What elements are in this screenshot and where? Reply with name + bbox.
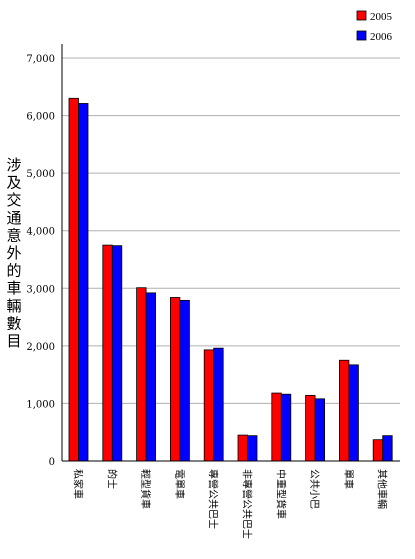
- bar-2006: [382, 435, 393, 462]
- x-category-label: 公共小巴: [308, 469, 320, 509]
- y-axis-label-char: 交: [6, 191, 21, 209]
- y-tick-label: 0: [49, 457, 55, 468]
- y-tick-label: 2,000: [26, 342, 55, 353]
- bar-2006: [280, 393, 292, 462]
- legend-swatch-2006: [356, 30, 367, 41]
- legend-label-2006: 2006: [370, 31, 393, 43]
- bar-2006: [247, 435, 258, 462]
- x-category-label: 中重型貨車: [274, 469, 287, 519]
- bar-marks: [68, 97, 393, 462]
- bar-2005: [271, 392, 282, 462]
- y-tick-label: 5,000: [26, 169, 55, 180]
- bar-2005: [372, 439, 384, 462]
- legend-label-2005: 2005: [370, 11, 393, 23]
- y-tick-label: 3,000: [26, 284, 55, 295]
- x-category-label: 的士: [105, 469, 118, 489]
- x-category-label: 輕型貨車: [139, 469, 152, 509]
- y-axis-label-char: 輛: [6, 297, 21, 315]
- bar-2006: [111, 245, 123, 462]
- y-axis-label-char: 目: [6, 332, 21, 350]
- y-axis-label-char: 涉: [6, 156, 21, 174]
- bar-2005: [338, 359, 350, 462]
- bar-2006: [78, 103, 89, 462]
- x-category-label: 其他車輛: [376, 469, 389, 509]
- bar-2005: [136, 287, 147, 462]
- bar-2006: [314, 398, 326, 462]
- y-axis-label-char: 的: [6, 262, 21, 280]
- y-axis-label-char: 車: [6, 279, 21, 297]
- bar-2005: [203, 349, 215, 462]
- bar-2006: [179, 299, 190, 462]
- x-category-label: 非專營公共巴士: [241, 469, 254, 539]
- legend: 2005 2006: [356, 10, 393, 43]
- bar-2005: [102, 244, 113, 462]
- y-tick-label: 7,000: [26, 54, 55, 65]
- y-tick-label: 1,000: [26, 399, 55, 410]
- x-category-label: 私家車: [72, 469, 85, 499]
- y-tick-label: 4,000: [26, 227, 55, 238]
- y-axis-label-char: 及: [6, 174, 21, 192]
- x-category-label: 電單車: [173, 469, 186, 499]
- y-axis-label-char: 外: [6, 244, 21, 262]
- bar-2006: [145, 292, 157, 462]
- axes: [61, 44, 400, 462]
- bar-2005: [68, 97, 79, 462]
- y-tick-label: 6,000: [26, 112, 55, 123]
- x-category-label: 單車: [342, 469, 355, 489]
- y-axis-label-char: 數: [6, 314, 21, 332]
- y-axis-label-char: 通: [6, 209, 21, 227]
- bar-2005: [305, 394, 316, 462]
- legend-swatch-2005: [356, 10, 367, 21]
- y-axis-label-char: 意: [6, 226, 21, 244]
- bar-2006: [348, 364, 359, 462]
- x-category-labels: 私家車 的士 輕型貨車 電單車 專營公共巴士 非專營公共巴士 中重型貨車 公共小巴 單車 其他車輛: [72, 469, 389, 539]
- bar-2005: [169, 297, 181, 462]
- bar-2005: [237, 434, 248, 462]
- bar-2006: [213, 347, 224, 462]
- y-tick-labels: 0 1,000 2,000 3,000 4,000 5,000 6,000 7,000: [26, 54, 55, 468]
- x-category-label: 專營公共巴士: [207, 469, 220, 529]
